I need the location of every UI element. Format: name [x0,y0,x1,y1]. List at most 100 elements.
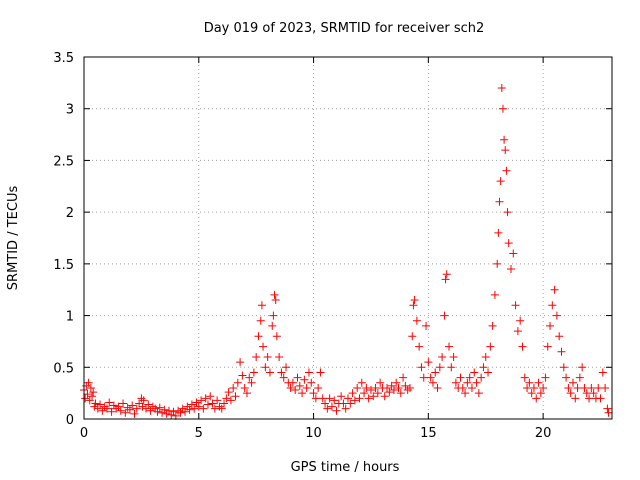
data-point [203,400,212,409]
data-point [238,371,247,380]
data-point [495,197,504,206]
data-point [442,270,451,279]
data-point [257,301,266,310]
data-point [259,342,268,351]
data-point [102,404,111,413]
data-point [105,398,114,407]
data-point [100,402,109,411]
data-point [288,378,297,387]
data-point [355,394,364,403]
data-point [279,373,288,382]
data-point [144,400,153,409]
data-point [146,406,155,415]
data-point [399,373,408,382]
data-point [461,389,470,398]
data-point [197,396,206,405]
data-point [220,399,229,408]
y-tick-label: 1 [66,310,74,325]
data-point [174,406,183,415]
data-point [128,401,137,410]
data-point [472,378,481,387]
data-point [282,363,291,372]
data-point [369,392,378,401]
data-point [181,407,190,416]
data-point [548,301,557,310]
y-tick-label: 3 [66,103,74,118]
x-tick-label: 20 [535,426,552,441]
data-point [518,342,527,351]
data-point [481,352,490,361]
data-point [304,368,313,377]
data-point [366,386,375,395]
data-point [373,389,382,398]
data-point [362,383,371,392]
data-point [557,347,566,356]
data-point [160,405,169,414]
data-point [245,373,254,382]
data-point [88,392,97,401]
data-point [360,389,369,398]
data-point [529,383,538,392]
data-point [344,394,352,403]
data-point [401,381,410,390]
data-point [449,352,458,361]
data-point [493,259,502,268]
data-point [93,404,102,413]
data-point [408,332,417,341]
data-point [139,396,148,405]
data-point [252,352,261,361]
data-point [474,389,483,398]
data-point [410,296,419,305]
data-point [387,381,396,390]
x-tick-label: 15 [420,426,437,441]
data-point [194,402,203,411]
data-point [582,389,591,398]
data-point [488,321,497,330]
data-point [566,389,575,398]
data-point [272,332,281,341]
data-point [263,352,272,361]
data-point [422,321,431,330]
data-point [389,386,398,395]
data-point [192,398,201,407]
data-point [164,406,173,415]
data-point [185,405,194,414]
data-point [295,381,304,390]
data-point [433,383,442,392]
y-tick-label: 2 [66,206,74,221]
data-point [98,406,107,415]
data-point [353,383,362,392]
data-point [271,296,280,305]
data-point [148,402,157,411]
plot-frame [83,56,613,420]
y-tick-label: 1.5 [53,258,74,273]
data-point [550,285,559,294]
data-point [497,84,506,93]
data-point [511,301,520,310]
data-point [190,404,199,413]
y-tick-label: 0 [66,413,74,428]
grid-lines [84,57,612,419]
data-point [187,400,196,409]
data-point [438,352,447,361]
data-point [254,332,263,341]
data-point [332,406,341,415]
data-point [226,396,235,405]
data-point [543,342,552,351]
data-point [467,383,476,392]
data-point [247,378,256,387]
data-point [585,394,594,403]
data-point [580,383,589,392]
data-point [123,403,132,412]
data-points [80,84,613,420]
data-point [539,383,548,392]
data-point [91,399,100,408]
data-point [415,342,424,351]
x-axis-label: GPS time / hours [291,460,400,475]
x-tick-label: 0 [80,426,88,441]
data-point [504,239,513,248]
data-point [269,311,278,320]
data-point [233,378,242,387]
data-point [327,402,336,411]
data-point [546,321,555,330]
